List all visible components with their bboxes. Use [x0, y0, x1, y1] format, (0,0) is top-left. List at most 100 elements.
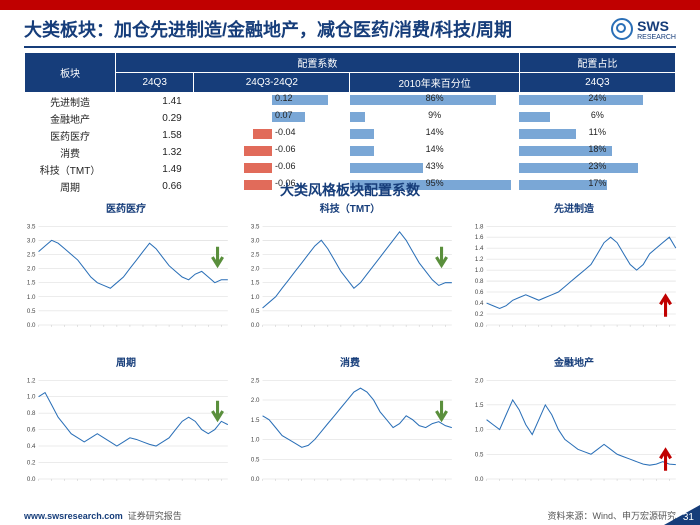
svg-text:2.0: 2.0	[475, 377, 484, 384]
th-sub-3: 24Q3	[519, 73, 675, 93]
table-row: 金融地产0.290.079%6%	[25, 110, 676, 127]
svg-text:2.5: 2.5	[27, 251, 36, 258]
chart-svg: 0.0 0.5 1.0 1.5 2.0	[466, 369, 682, 503]
svg-text:1.0: 1.0	[251, 294, 260, 301]
svg-text:0.5: 0.5	[475, 451, 484, 458]
chart-title: 先进制造	[466, 200, 682, 215]
chart: 医药医疗 0.0 0.5 1.0 1.5 2.0 2.5 3.0 3.5	[18, 200, 234, 348]
svg-text:2.5: 2.5	[251, 377, 260, 384]
arrow-up-icon	[660, 296, 670, 317]
svg-text:1.0: 1.0	[27, 294, 36, 301]
svg-text:1.2: 1.2	[27, 377, 36, 384]
svg-text:3.5: 3.5	[27, 223, 36, 230]
table-row: 科技（TMT）1.49-0.0643%23%	[25, 161, 676, 178]
cell-delta: 0.12	[194, 93, 350, 111]
svg-text:2.5: 2.5	[251, 251, 260, 258]
th-sub-0: 24Q3	[116, 73, 194, 93]
chart: 科技（TMT） 0.0 0.5 1.0 1.5 2.0 2.5 3.0 3.5	[242, 200, 458, 348]
svg-text:1.0: 1.0	[251, 436, 260, 443]
svg-text:0.5: 0.5	[27, 308, 36, 315]
logo-brand: SWS	[637, 18, 669, 34]
svg-text:1.5: 1.5	[251, 416, 260, 423]
arrow-down-icon	[436, 400, 446, 419]
table-row: 医药医疗1.58-0.0414%11%	[25, 127, 676, 144]
svg-text:2.0: 2.0	[27, 266, 36, 273]
svg-text:0.6: 0.6	[27, 426, 36, 433]
svg-text:2.0: 2.0	[251, 266, 260, 273]
chart: 周期0.00.20.40.60.81.01.2	[18, 354, 234, 502]
th-sub-1: 24Q3-24Q2	[194, 73, 350, 93]
logo-icon	[611, 18, 633, 40]
svg-text:2.0: 2.0	[251, 397, 260, 404]
chart: 金融地产 0.0 0.5 1.0 1.5 2.0	[466, 354, 682, 502]
svg-text:0.4: 0.4	[475, 300, 484, 307]
chart-svg: 0.00.20.40.60.81.01.21.41.61.8	[466, 215, 682, 349]
svg-text:0.2: 0.2	[27, 459, 36, 466]
red-stripe	[0, 0, 700, 10]
chart-title: 医药医疗	[18, 200, 234, 215]
th-coef-group: 配置系数	[116, 53, 520, 73]
chart-svg: 0.0 0.5 1.0 1.5 2.0 2.5 3.0 3.5	[242, 215, 458, 349]
arrow-up-icon	[660, 450, 670, 471]
svg-text:3.5: 3.5	[251, 223, 260, 230]
cell-q3: 1.32	[116, 144, 194, 161]
svg-text:0.5: 0.5	[251, 308, 260, 315]
svg-text:1.2: 1.2	[475, 256, 484, 263]
svg-text:1.0: 1.0	[27, 393, 36, 400]
chart: 先进制造0.00.20.40.60.81.01.21.41.61.8	[466, 200, 682, 348]
cell-delta: -0.06	[194, 161, 350, 178]
cell-q3: 1.58	[116, 127, 194, 144]
cell-percentile: 14%	[350, 144, 519, 161]
cell-sector: 先进制造	[25, 93, 116, 111]
svg-text:1.8: 1.8	[475, 223, 484, 230]
th-sector: 板块	[25, 53, 116, 93]
svg-text:0.6: 0.6	[475, 289, 484, 296]
cell-sector: 消费	[25, 144, 116, 161]
svg-text:1.0: 1.0	[475, 426, 484, 433]
cell-q3: 0.29	[116, 110, 194, 127]
footer: www.swsresearch.com 证券研究报告 资料来源：Wind、申万宏…	[0, 505, 700, 525]
svg-text:0.0: 0.0	[475, 476, 484, 483]
cell-q3: 1.41	[116, 93, 194, 111]
svg-text:0.8: 0.8	[27, 410, 36, 417]
chart-svg: 0.00.51.01.52.02.5	[242, 369, 458, 503]
svg-text:0.0: 0.0	[27, 322, 36, 329]
header: 大类板块：加仓先进制造/金融地产，减仓医药/消费/科技/周期 SWS RESEA…	[24, 16, 676, 48]
svg-text:3.0: 3.0	[251, 237, 260, 244]
cell-weight: 23%	[519, 161, 675, 178]
th-sub-2: 2010年来百分位	[350, 73, 519, 93]
svg-text:3.0: 3.0	[27, 237, 36, 244]
cell-delta: -0.06	[194, 144, 350, 161]
cell-sector: 科技（TMT）	[25, 161, 116, 178]
table-row: 先进制造1.410.1286%24%	[25, 93, 676, 111]
cell-delta: -0.04	[194, 127, 350, 144]
chart-title: 科技（TMT）	[242, 200, 458, 215]
chart: 消费0.00.51.01.52.02.5	[242, 354, 458, 502]
svg-text:0.0: 0.0	[475, 322, 484, 329]
logo: SWS RESEARCH	[611, 18, 676, 41]
cell-percentile: 43%	[350, 161, 519, 178]
svg-text:1.5: 1.5	[475, 401, 484, 408]
footer-report: 证券研究报告	[128, 511, 182, 521]
chart-title: 消费	[242, 354, 458, 369]
svg-text:0.0: 0.0	[251, 322, 260, 329]
page-title: 大类板块：加仓先进制造/金融地产，减仓医药/消费/科技/周期	[24, 16, 512, 42]
chart-title: 金融地产	[466, 354, 682, 369]
svg-text:0.0: 0.0	[251, 476, 260, 483]
page-number: 31	[683, 512, 694, 523]
chart-svg: 0.00.20.40.60.81.01.2	[18, 369, 234, 503]
svg-text:1.6: 1.6	[475, 234, 484, 241]
svg-text:1.4: 1.4	[475, 245, 484, 252]
svg-text:1.0: 1.0	[475, 267, 484, 274]
cell-weight: 11%	[519, 127, 675, 144]
svg-text:0.2: 0.2	[475, 311, 484, 318]
arrow-down-icon	[212, 400, 222, 419]
arrow-down-icon	[212, 247, 222, 266]
cell-weight: 18%	[519, 144, 675, 161]
arrow-down-icon	[436, 247, 446, 266]
svg-text:1.5: 1.5	[251, 280, 260, 287]
config-table: 板块 配置系数 配置占比 24Q3 24Q3-24Q2 2010年来百分位 24…	[24, 52, 676, 195]
svg-text:1.5: 1.5	[27, 280, 36, 287]
cell-percentile: 14%	[350, 127, 519, 144]
table-row: 消费1.32-0.0614%18%	[25, 144, 676, 161]
